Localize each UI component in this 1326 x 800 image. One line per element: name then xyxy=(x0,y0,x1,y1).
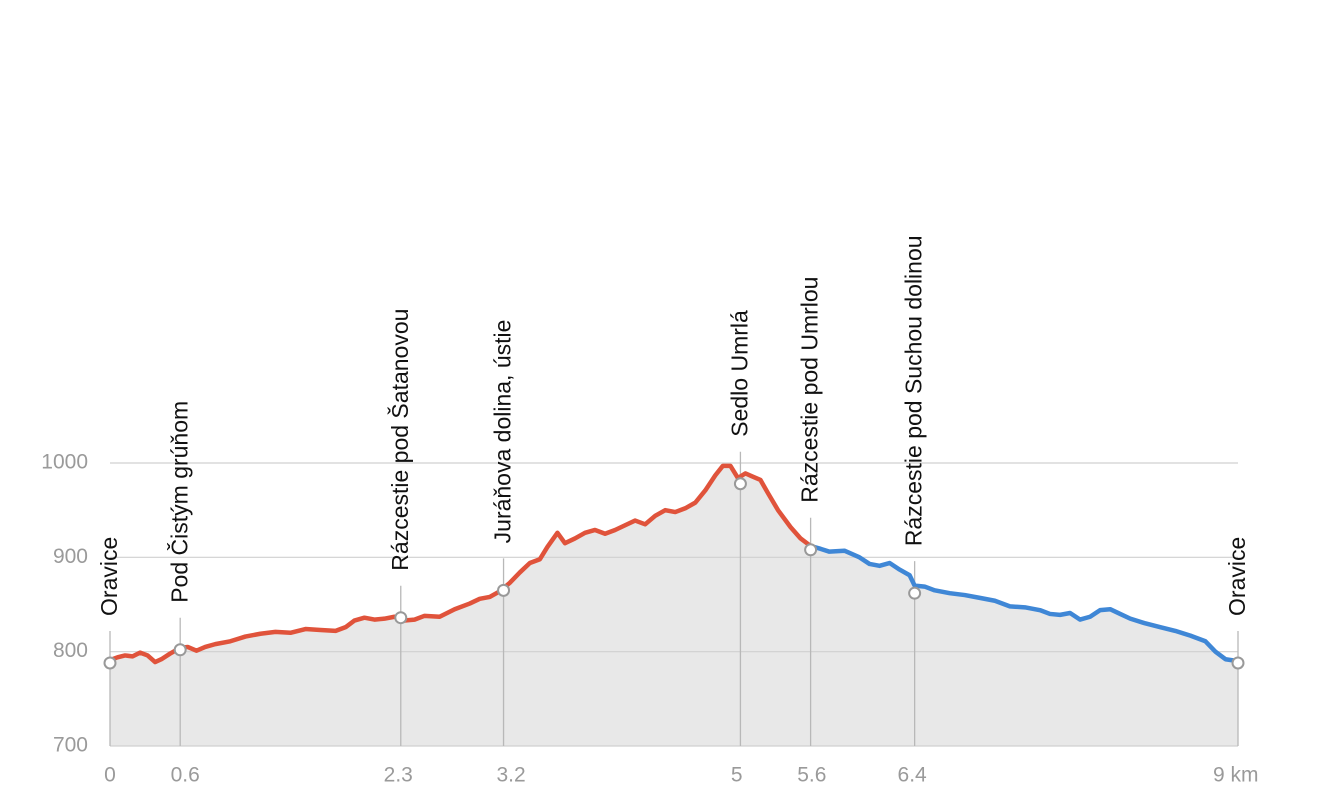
waypoint-label: Rázcestie pod Umrlou xyxy=(797,277,823,503)
waypoint-marker xyxy=(804,543,818,557)
x-tick-label: 0 xyxy=(104,764,116,787)
waypoint-label: Oravice xyxy=(1224,537,1250,616)
y-tick-label: 900 xyxy=(53,545,88,568)
y-tick-label: 800 xyxy=(53,639,88,662)
x-tick-label: 5.6 xyxy=(797,764,826,787)
profile-line xyxy=(810,543,1239,664)
x-tick-label: 6.4 xyxy=(898,764,928,787)
waypoint-marker xyxy=(103,656,117,670)
x-tick-label: 2.3 xyxy=(384,764,413,787)
waypoint-label: Rázcestie pod Suchou dolinou xyxy=(901,235,927,546)
x-tick-label: 9 km xyxy=(1213,764,1259,787)
area-fill xyxy=(110,465,1238,746)
waypoint-marker xyxy=(908,586,922,600)
waypoint-marker xyxy=(497,583,511,597)
waypoint-label: Juráňova dolina, ústie xyxy=(490,320,516,544)
y-tick-label: 700 xyxy=(53,734,88,757)
x-tick-label: 0.6 xyxy=(171,764,200,787)
y-tick-label: 1000 xyxy=(41,451,88,474)
waypoint-marker xyxy=(394,611,408,625)
x-tick-label: 5 xyxy=(731,764,743,787)
waypoint-marker xyxy=(173,643,187,657)
waypoint-label: Oravice xyxy=(96,537,122,616)
waypoint-marker xyxy=(1231,656,1245,670)
waypoint-label: Sedlo Umrlá xyxy=(727,310,753,437)
waypoint-label: Rázcestie pod Šatanovou xyxy=(386,309,413,571)
waypoint-marker xyxy=(733,477,747,491)
profile-line xyxy=(109,463,812,665)
x-tick-label: 3.2 xyxy=(496,764,525,787)
waypoint-label: Pod Čistým grúňom xyxy=(165,401,192,603)
